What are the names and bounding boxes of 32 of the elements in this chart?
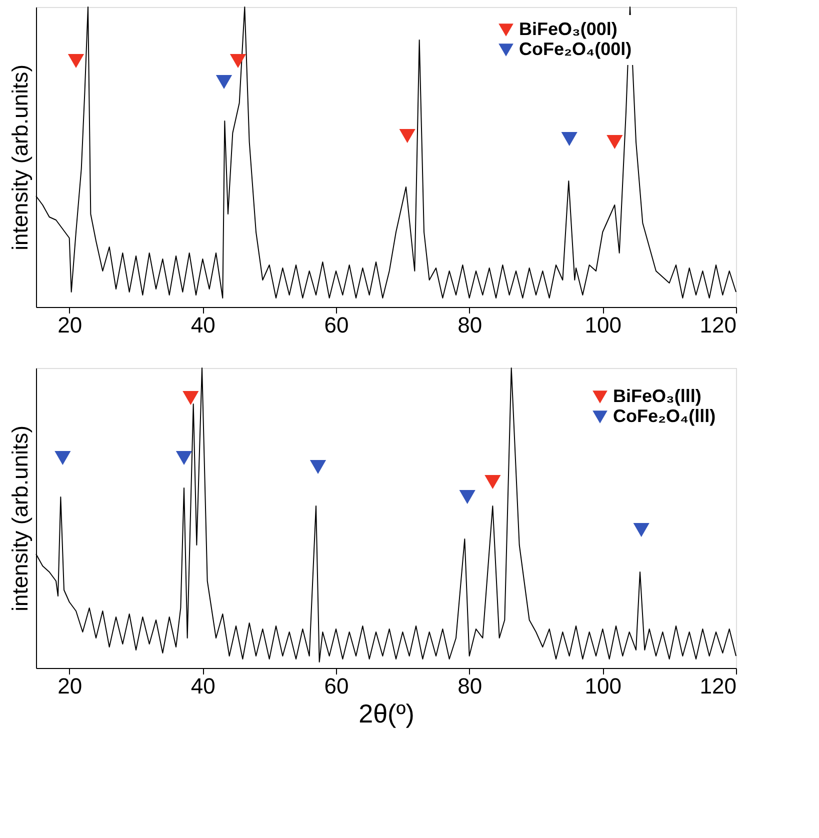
legend-label: CoFe₂O₄(lll)	[613, 406, 716, 426]
point	[561, 132, 578, 146]
x-tick-label: 120	[700, 674, 736, 698]
point	[633, 523, 650, 537]
point	[310, 460, 326, 474]
x-tick-label: 20	[58, 312, 82, 338]
point	[606, 135, 623, 149]
point	[459, 490, 476, 504]
point	[68, 54, 84, 68]
legend-label: BiFeO₃(00l)	[519, 19, 618, 39]
point	[182, 391, 199, 405]
legend-label: CoFe₂O₄(00l)	[519, 39, 632, 59]
point	[484, 475, 501, 489]
x-tick-label: 60	[324, 674, 349, 698]
x-tick-label: 80	[458, 674, 482, 698]
legend-label: BiFeO₃(lll)	[613, 386, 702, 406]
y-axis-title: intensity (arb.units)	[8, 426, 32, 612]
x-tick-label: 100	[584, 674, 622, 698]
point	[230, 54, 246, 68]
x-tick-label: 40	[190, 312, 216, 338]
point	[399, 129, 416, 143]
y-axis-title: intensity (arb.units)	[8, 64, 32, 250]
x-tick-label: 100	[584, 312, 622, 338]
x-tick-label: 60	[324, 312, 349, 338]
point	[176, 451, 192, 465]
point	[216, 75, 232, 89]
point	[54, 451, 71, 465]
x-axis-title: 2θ(º)	[358, 698, 414, 728]
x-tick-label: 80	[458, 312, 482, 338]
x-tick-label: 40	[190, 674, 216, 698]
x-tick-label: 120	[700, 312, 736, 338]
x-tick-label: 20	[58, 674, 82, 698]
